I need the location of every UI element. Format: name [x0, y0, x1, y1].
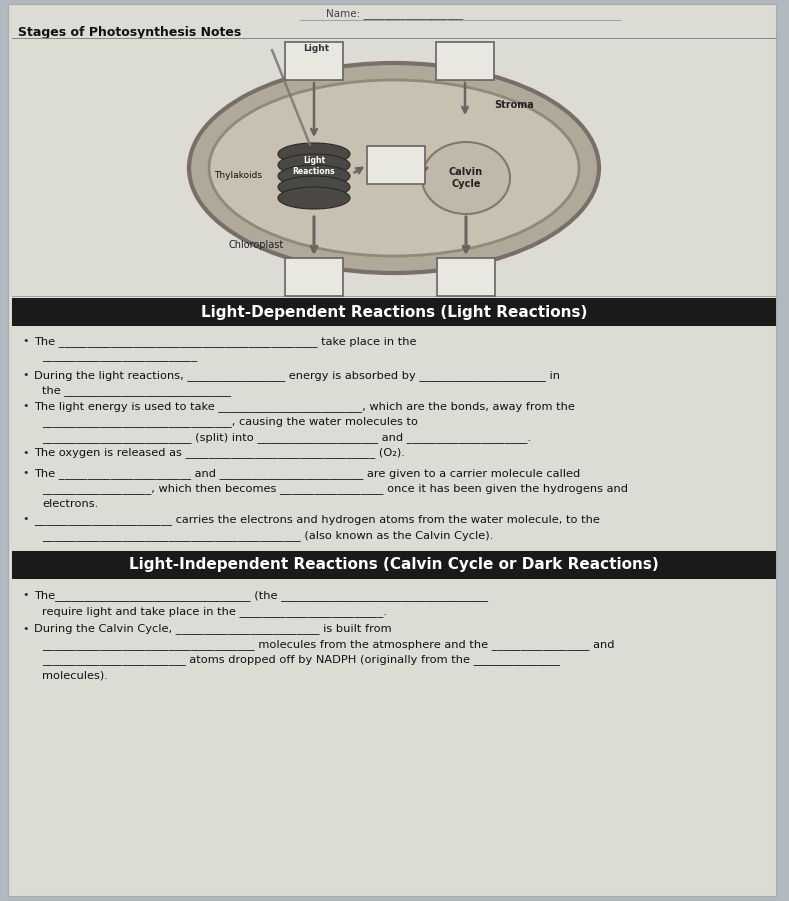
FancyBboxPatch shape: [437, 258, 495, 296]
Text: _________________________ atoms dropped off by NADPH (originally from the ______: _________________________ atoms dropped …: [42, 654, 560, 666]
Text: Calvin
Cycle: Calvin Cycle: [449, 168, 483, 189]
Text: The _______________________ and _________________________ are given to a carrier: The _______________________ and ________…: [34, 468, 580, 479]
Text: Name: ___________________: Name: ___________________: [327, 8, 464, 19]
Text: •: •: [22, 401, 28, 411]
Ellipse shape: [278, 143, 350, 165]
Ellipse shape: [278, 154, 350, 176]
Text: During the light reactions, _________________ energy is absorbed by ____________: During the light reactions, ____________…: [34, 370, 560, 381]
FancyBboxPatch shape: [8, 4, 776, 896]
Text: _____________________________________________ (also known as the Calvin Cycle).: ________________________________________…: [42, 530, 493, 541]
Text: During the Calvin Cycle, _________________________ is built from: During the Calvin Cycle, _______________…: [34, 623, 391, 634]
FancyBboxPatch shape: [12, 551, 776, 578]
FancyBboxPatch shape: [285, 42, 343, 80]
FancyBboxPatch shape: [285, 258, 343, 296]
Text: •: •: [22, 468, 28, 478]
Text: molecules).: molecules).: [42, 670, 108, 680]
Text: Stroma: Stroma: [494, 100, 534, 110]
Text: Light: Light: [303, 44, 329, 53]
Ellipse shape: [189, 63, 599, 273]
Text: Light
Reactions: Light Reactions: [293, 156, 335, 176]
Text: •: •: [22, 448, 28, 458]
Text: Thylakoids: Thylakoids: [214, 171, 262, 180]
FancyBboxPatch shape: [436, 42, 494, 80]
Text: •: •: [22, 590, 28, 600]
Text: the _____________________________: the _____________________________: [42, 386, 231, 396]
Text: The oxygen is released as _________________________________ (O₂).: The oxygen is released as ______________…: [34, 448, 405, 459]
Text: __________________________ (split) into _____________________ and ______________: __________________________ (split) into …: [42, 432, 531, 443]
Ellipse shape: [278, 176, 350, 198]
Text: •: •: [22, 370, 28, 380]
Ellipse shape: [278, 165, 350, 187]
Text: _________________________________, causing the water molecules to: _________________________________, causi…: [42, 416, 418, 427]
Ellipse shape: [422, 142, 510, 214]
Text: Chloroplast: Chloroplast: [229, 240, 284, 250]
Text: •: •: [22, 336, 28, 346]
Text: ___________________, which then becomes __________________ once it has been give: ___________________, which then becomes …: [42, 484, 628, 495]
FancyBboxPatch shape: [12, 298, 776, 326]
Text: require light and take place in the _________________________.: require light and take place in the ____…: [42, 606, 387, 617]
Text: •: •: [22, 623, 28, 633]
Text: _____________________________________ molecules from the atmosphere and the ____: _____________________________________ mo…: [42, 639, 615, 650]
FancyBboxPatch shape: [367, 146, 425, 184]
Text: ________________________ carries the electrons and hydrogen atoms from the water: ________________________ carries the ele…: [34, 514, 600, 525]
Text: The light energy is used to take _________________________, which are the bonds,: The light energy is used to take _______…: [34, 401, 575, 412]
Ellipse shape: [209, 80, 579, 256]
Text: Light-Independent Reactions (Calvin Cycle or Dark Reactions): Light-Independent Reactions (Calvin Cycl…: [129, 557, 659, 572]
Text: Stages of Photosynthesis Notes: Stages of Photosynthesis Notes: [18, 26, 241, 39]
Text: ___________________________: ___________________________: [42, 351, 197, 361]
Text: The__________________________________ (the ____________________________________: The__________________________________ (t…: [34, 590, 488, 601]
Text: •: •: [22, 514, 28, 524]
Text: electrons.: electrons.: [42, 499, 99, 509]
Text: The _____________________________________________ take place in the: The ____________________________________…: [34, 336, 417, 347]
Text: Light-Dependent Reactions (Light Reactions): Light-Dependent Reactions (Light Reactio…: [201, 305, 587, 320]
Ellipse shape: [278, 187, 350, 209]
